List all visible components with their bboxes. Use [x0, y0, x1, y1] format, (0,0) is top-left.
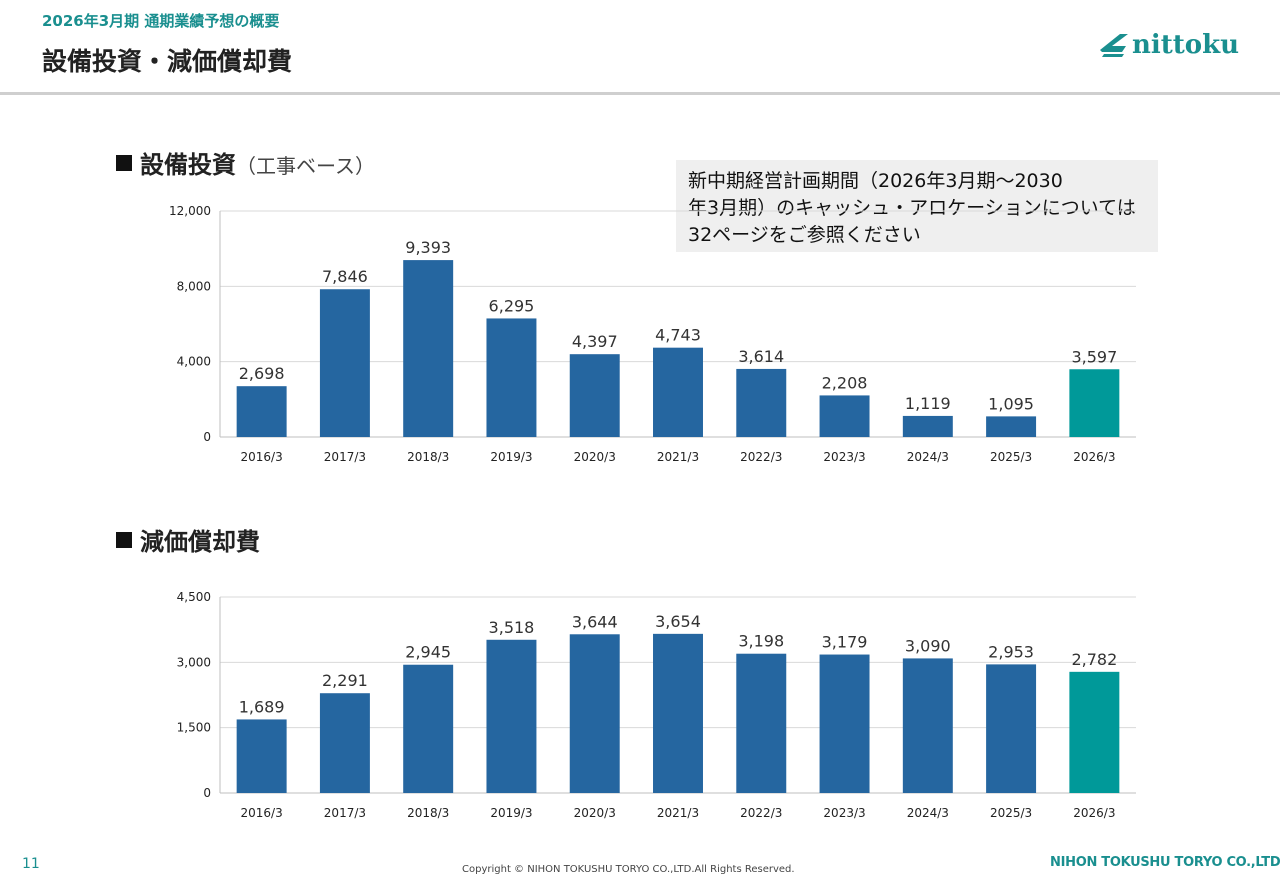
note-line-1: 新中期経営計画期間（2026年3月期～2030: [688, 170, 1063, 192]
chart-1-ytick-label: 0: [203, 430, 211, 444]
chart-1-value-label: 4,743: [655, 326, 701, 345]
chart-2-ytick-label: 4,500: [177, 590, 211, 604]
square-bullet-icon: [116, 155, 132, 171]
chart-1-bar: [736, 368, 787, 437]
chart-1-category-label: 2022/3: [740, 450, 782, 464]
chart-2-value-label: 3,644: [572, 612, 618, 631]
chart-2-bar: [569, 634, 620, 793]
chart-2-category-label: 2017/3: [324, 806, 366, 820]
chart-2-bar: [986, 664, 1037, 793]
chart-2-bar: [653, 633, 703, 793]
company-name: NIHON TOKUSHU TORYO CO.,LTD.: [1050, 855, 1280, 870]
chart-2-value-label: 3,198: [738, 632, 784, 651]
chart-1-ytick-label: 4,000: [177, 355, 211, 369]
chart-2-category-label: 2024/3: [907, 806, 949, 820]
chart-2-bar: [486, 639, 537, 793]
chart-1-ytick-label: 12,000: [169, 204, 211, 218]
square-bullet-icon: [116, 532, 132, 548]
chart-2-category-label: 2018/3: [407, 806, 449, 820]
depreciation-section-title: 減価償却費: [116, 522, 260, 557]
chart-2-category-label: 2020/3: [574, 806, 616, 820]
chart-1-value-label: 3,597: [1071, 347, 1117, 366]
chart-2-ytick-label: 1,500: [177, 721, 211, 735]
chart-2-bar: [319, 693, 370, 793]
chart-1-bar: [236, 386, 287, 437]
chart-1-value-label: 2,208: [822, 373, 868, 392]
chart-1-ytick-label: 8,000: [177, 279, 211, 293]
chart-1-value-label: 9,393: [405, 238, 451, 257]
chart-1-bar: [986, 416, 1037, 437]
chart-1-value-label: 7,846: [322, 267, 368, 286]
chart-2-value-label: 2,953: [988, 642, 1034, 661]
nittoku-logo: nittoku: [1100, 30, 1239, 60]
chart-2-category-label: 2022/3: [740, 806, 782, 820]
chart-2-value-label: 2,945: [405, 643, 451, 662]
chart-2-ytick-label: 0: [203, 786, 211, 800]
chart-1-bar: [569, 354, 620, 437]
logo-mark-icon: [1100, 34, 1128, 57]
capex-section-title: 設備投資（工事ベース）: [116, 145, 375, 180]
depreciation-bar-chart: 0 1,500 3,000 4,500 1,689 2016/3 2,291 2017/3 2,…: [177, 590, 1136, 820]
chart-1-value-label: 3,614: [738, 347, 784, 366]
header-divider: [0, 92, 1280, 95]
chart-2-bar: [236, 719, 287, 793]
chart-2-category-label: 2025/3: [990, 806, 1032, 820]
chart-1-category-label: 2018/3: [407, 450, 449, 464]
page-number: 11: [22, 856, 40, 872]
capex-basis-note: （工事ベース）: [236, 154, 375, 178]
chart-2-bar: [819, 654, 870, 793]
chart-2-value-label: 3,518: [489, 618, 535, 637]
chart-2-value-label: 2,291: [322, 671, 368, 690]
chart-2-category-label: 2026/3: [1073, 806, 1115, 820]
chart-1-value-label: 1,095: [988, 394, 1034, 413]
chart-2-value-label: 3,090: [905, 636, 951, 655]
copyright-text: Copyright © NIHON TOKUSHU TORYO CO.,LTD.…: [462, 864, 795, 875]
chart-1-category-label: 2021/3: [657, 450, 699, 464]
chart-2-bar: [403, 664, 454, 793]
header-subtitle: 2026年3月期 通期業績予想の概要: [42, 12, 280, 30]
chart-1-category-label: 2017/3: [324, 450, 366, 464]
chart-1-value-label: 6,295: [489, 296, 535, 315]
chart-2-bar: [1069, 671, 1120, 793]
chart-2-bar: [902, 658, 953, 793]
chart-1-bar: [902, 415, 953, 437]
chart-1-category-label: 2023/3: [823, 450, 865, 464]
chart-2-value-label: 2,782: [1071, 650, 1117, 669]
allocation-note-box: 新中期経営計画期間（2026年3月期～2030 年3月期）のキャッシュ・アロケー…: [676, 160, 1158, 252]
chart-2-ytick-label: 3,000: [177, 655, 211, 669]
chart-1-category-label: 2025/3: [990, 450, 1032, 464]
chart-1-bar: [319, 289, 370, 437]
chart-2-category-label: 2023/3: [823, 806, 865, 820]
chart-1-category-label: 2020/3: [574, 450, 616, 464]
chart-1-category-label: 2026/3: [1073, 450, 1115, 464]
chart-2-category-label: 2019/3: [490, 806, 532, 820]
chart-2-bar: [736, 653, 787, 793]
chart-1-bar: [653, 347, 703, 437]
chart-1-bar: [486, 318, 537, 437]
chart-1-value-label: 4,397: [572, 332, 618, 351]
chart-1-category-label: 2016/3: [241, 450, 283, 464]
page-title: 設備投資・減価償却費: [42, 47, 293, 76]
chart-1-category-label: 2024/3: [907, 450, 949, 464]
chart-2-category-label: 2021/3: [657, 806, 699, 820]
chart-1-value-label: 2,698: [239, 364, 285, 383]
chart-1-bar: [1069, 369, 1120, 437]
chart-1-value-label: 1,119: [905, 394, 951, 413]
logo-text: nittoku: [1132, 30, 1239, 60]
chart-2-value-label: 3,654: [655, 612, 701, 631]
capex-bar-chart: 0 4,000 8,000 12,000 2,698 2016/3 7,846 2017/3 9…: [169, 204, 1136, 464]
chart-1-bar: [819, 395, 870, 437]
chart-2-value-label: 1,689: [239, 697, 285, 716]
note-line-2: 年3月期）のキャッシュ・アロケーションについては: [688, 197, 1136, 219]
chart-1-category-label: 2019/3: [490, 450, 532, 464]
chart-1-bar: [403, 260, 454, 437]
note-line-3: 32ページをご参照ください: [688, 224, 921, 246]
chart-2-value-label: 3,179: [822, 633, 868, 652]
chart-2-category-label: 2016/3: [241, 806, 283, 820]
